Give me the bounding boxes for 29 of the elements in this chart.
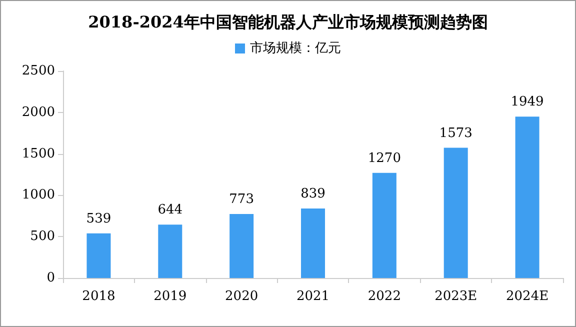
x-tick-label: 2024E [506, 289, 549, 304]
y-tick-label: 0 [46, 270, 55, 286]
y-tick-label: 2000 [22, 104, 55, 120]
data-label: 1573 [439, 126, 472, 141]
data-label: 773 [229, 192, 254, 207]
x-tick-label: 2021 [296, 289, 330, 304]
data-label: 1270 [368, 150, 401, 166]
x-tick-label: 2023E [434, 289, 478, 304]
bar [301, 208, 325, 278]
y-tick-label: 1000 [22, 188, 55, 203]
data-label: 539 [86, 211, 112, 226]
bar [515, 116, 540, 278]
x-tick-label: 2022 [368, 289, 401, 304]
bar [230, 214, 254, 278]
bar [372, 172, 396, 278]
y-tick-label: 1500 [22, 146, 55, 162]
x-tick-label: 2020 [225, 289, 258, 304]
y-tick-label: 2500 [22, 64, 55, 78]
x-tick-label: 2018 [82, 289, 116, 304]
bar [158, 224, 182, 278]
data-label: 1949 [510, 94, 544, 110]
bar [86, 233, 111, 278]
chart-title: 2018-2024年中国智能机器人产业市场规模预测趋势图 [88, 12, 488, 32]
legend-label: 市场规模：亿元 [250, 41, 341, 56]
data-label: 644 [158, 202, 183, 218]
bar [444, 148, 468, 278]
x-tick-label: 2019 [154, 289, 187, 304]
data-label: 839 [300, 186, 326, 202]
y-tick-label: 500 [30, 229, 55, 244]
